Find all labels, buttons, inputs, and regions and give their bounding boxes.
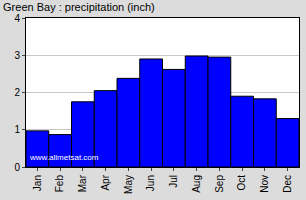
- svg-text:Mar: Mar: [77, 174, 88, 192]
- svg-text:2: 2: [14, 87, 20, 98]
- svg-text:1: 1: [14, 124, 20, 135]
- svg-text:Apr: Apr: [100, 174, 111, 190]
- svg-text:Green Bay : precipitation (inc: Green Bay : precipitation (inch): [3, 1, 155, 13]
- svg-text:Feb: Feb: [54, 175, 65, 193]
- svg-text:Jan: Jan: [32, 175, 43, 191]
- svg-text:4: 4: [14, 13, 20, 24]
- svg-text:Oct: Oct: [236, 175, 247, 191]
- svg-text:May: May: [123, 175, 134, 194]
- svg-text:3: 3: [14, 50, 20, 61]
- svg-text:Jun: Jun: [145, 175, 156, 191]
- svg-text:www.allmetsat.com: www.allmetsat.com: [29, 153, 99, 162]
- svg-text:0: 0: [14, 162, 20, 173]
- svg-text:Dec: Dec: [282, 175, 293, 193]
- svg-text:Jul: Jul: [168, 175, 179, 188]
- svg-text:Sep: Sep: [214, 175, 225, 193]
- svg-text:Aug: Aug: [191, 175, 202, 193]
- svg-text:Nov: Nov: [259, 175, 270, 193]
